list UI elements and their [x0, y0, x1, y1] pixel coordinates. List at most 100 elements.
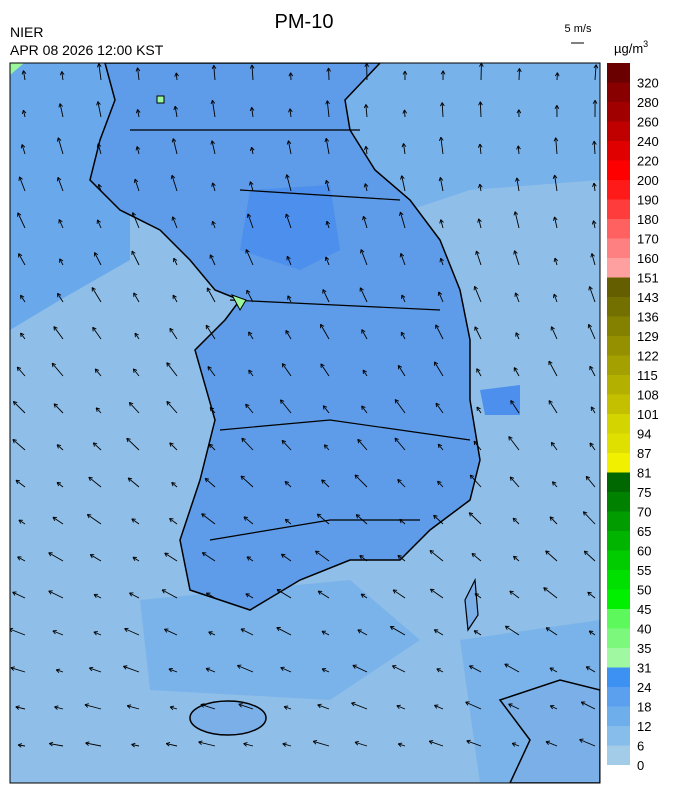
legend-label: 87 — [637, 446, 651, 461]
wind-arrow-head — [467, 740, 471, 741]
legend-label: 45 — [637, 602, 651, 617]
wind-arrow-head — [475, 594, 479, 595]
timestamp: APR 08 2026 12:00 KST — [10, 42, 164, 58]
wind-arrow-head — [360, 556, 364, 557]
legend: 0612182431354045505560657075818794101108… — [607, 63, 659, 773]
legend-label: 136 — [637, 310, 659, 325]
legend-swatch — [607, 297, 630, 317]
legend-swatch — [607, 395, 630, 415]
legend-label: 94 — [637, 427, 651, 442]
legend-label: 101 — [637, 407, 659, 422]
legend-label: 170 — [637, 232, 659, 247]
title: PM-10 — [275, 11, 334, 33]
legend-swatch — [607, 356, 630, 376]
legend-swatch — [607, 200, 630, 220]
legend-swatch — [607, 668, 630, 688]
wind-arrow-head — [212, 221, 213, 225]
legend-label: 200 — [637, 173, 659, 188]
legend-label: 280 — [637, 95, 659, 110]
island — [190, 701, 266, 735]
legend-swatch — [607, 336, 630, 356]
legend-label: 0 — [637, 758, 644, 773]
agency: NIER — [10, 24, 43, 40]
legend-label: 24 — [637, 680, 651, 695]
legend-swatch — [607, 63, 630, 83]
legend-swatch — [607, 102, 630, 122]
legend-swatch — [607, 83, 630, 103]
legend-label: 60 — [637, 544, 651, 559]
wind-arrow-head — [98, 184, 99, 188]
legend-label: 18 — [637, 700, 651, 715]
wind-arrow-head — [512, 743, 516, 744]
wind-arrow-head — [351, 702, 355, 703]
legend-swatch — [607, 219, 630, 239]
legend-label: 75 — [637, 485, 651, 500]
legend-label: 35 — [637, 641, 651, 656]
legend-label: 320 — [637, 76, 659, 91]
legend-swatch — [607, 473, 630, 493]
legend-label: 81 — [637, 466, 651, 481]
legend-label: 70 — [637, 505, 651, 520]
wind-arrow-head — [19, 177, 20, 181]
legend-swatch — [607, 141, 630, 161]
legend-swatch — [607, 239, 630, 259]
legend-label: 160 — [637, 251, 659, 266]
legend-swatch — [607, 570, 630, 590]
legend-swatch — [607, 122, 630, 142]
legend-swatch — [607, 317, 630, 337]
legend-swatch — [607, 512, 630, 532]
legend-swatch — [607, 258, 630, 278]
wind-arrow-head — [400, 253, 401, 257]
legend-label: 260 — [637, 115, 659, 130]
wind-arrow-head — [515, 293, 516, 297]
wind-arrow-head — [57, 177, 58, 181]
legend-swatch — [607, 551, 630, 571]
legend-swatch — [607, 648, 630, 668]
legend-swatch — [607, 531, 630, 551]
hotspot — [157, 96, 164, 103]
wind-arrow-head — [247, 214, 248, 218]
legend-label: 151 — [637, 271, 659, 286]
legend-swatch — [607, 492, 630, 512]
legend-swatch — [607, 434, 630, 454]
legend-swatch — [607, 278, 630, 298]
legend-label: 6 — [637, 739, 644, 754]
legend-label: 240 — [637, 134, 659, 149]
wind-arrow-head — [202, 514, 206, 515]
wind-arrow-head — [123, 666, 127, 667]
wind-arrow-head — [318, 704, 322, 705]
legend-label: 31 — [637, 661, 651, 676]
legend-label: 122 — [637, 349, 659, 364]
field-patch — [480, 385, 520, 415]
legend-swatch — [607, 590, 630, 610]
legend-label: 143 — [637, 290, 659, 305]
wind-arrow-head — [361, 250, 362, 254]
legend-swatch — [607, 161, 630, 181]
wind-arrow-head — [16, 480, 20, 481]
wind-scale-label: 5 m/s — [565, 23, 592, 35]
map — [9, 63, 600, 783]
legend-label: 65 — [637, 524, 651, 539]
legend-label: 180 — [637, 212, 659, 227]
wind-arrow-head — [589, 286, 590, 290]
legend-unit: µg/m3 — [614, 39, 648, 56]
legend-label: 12 — [637, 719, 651, 734]
legend-swatch — [607, 707, 630, 727]
legend-swatch — [607, 414, 630, 434]
wind-arrow-head — [57, 482, 61, 483]
legend-swatch — [607, 726, 630, 746]
wind-arrow-head — [315, 551, 319, 552]
legend-swatch — [607, 375, 630, 395]
legend-swatch — [607, 180, 630, 200]
wind-arrow-head — [169, 668, 173, 669]
legend-label: 108 — [637, 388, 659, 403]
wind-arrow-head — [544, 588, 548, 589]
wind-arrow-head — [510, 591, 514, 592]
legend-label: 50 — [637, 583, 651, 598]
legend-label: 129 — [637, 329, 659, 344]
wind-arrow-head — [284, 706, 288, 707]
legend-swatch — [607, 687, 630, 707]
legend-label: 115 — [637, 368, 658, 383]
wind-arrow-head — [553, 294, 554, 298]
